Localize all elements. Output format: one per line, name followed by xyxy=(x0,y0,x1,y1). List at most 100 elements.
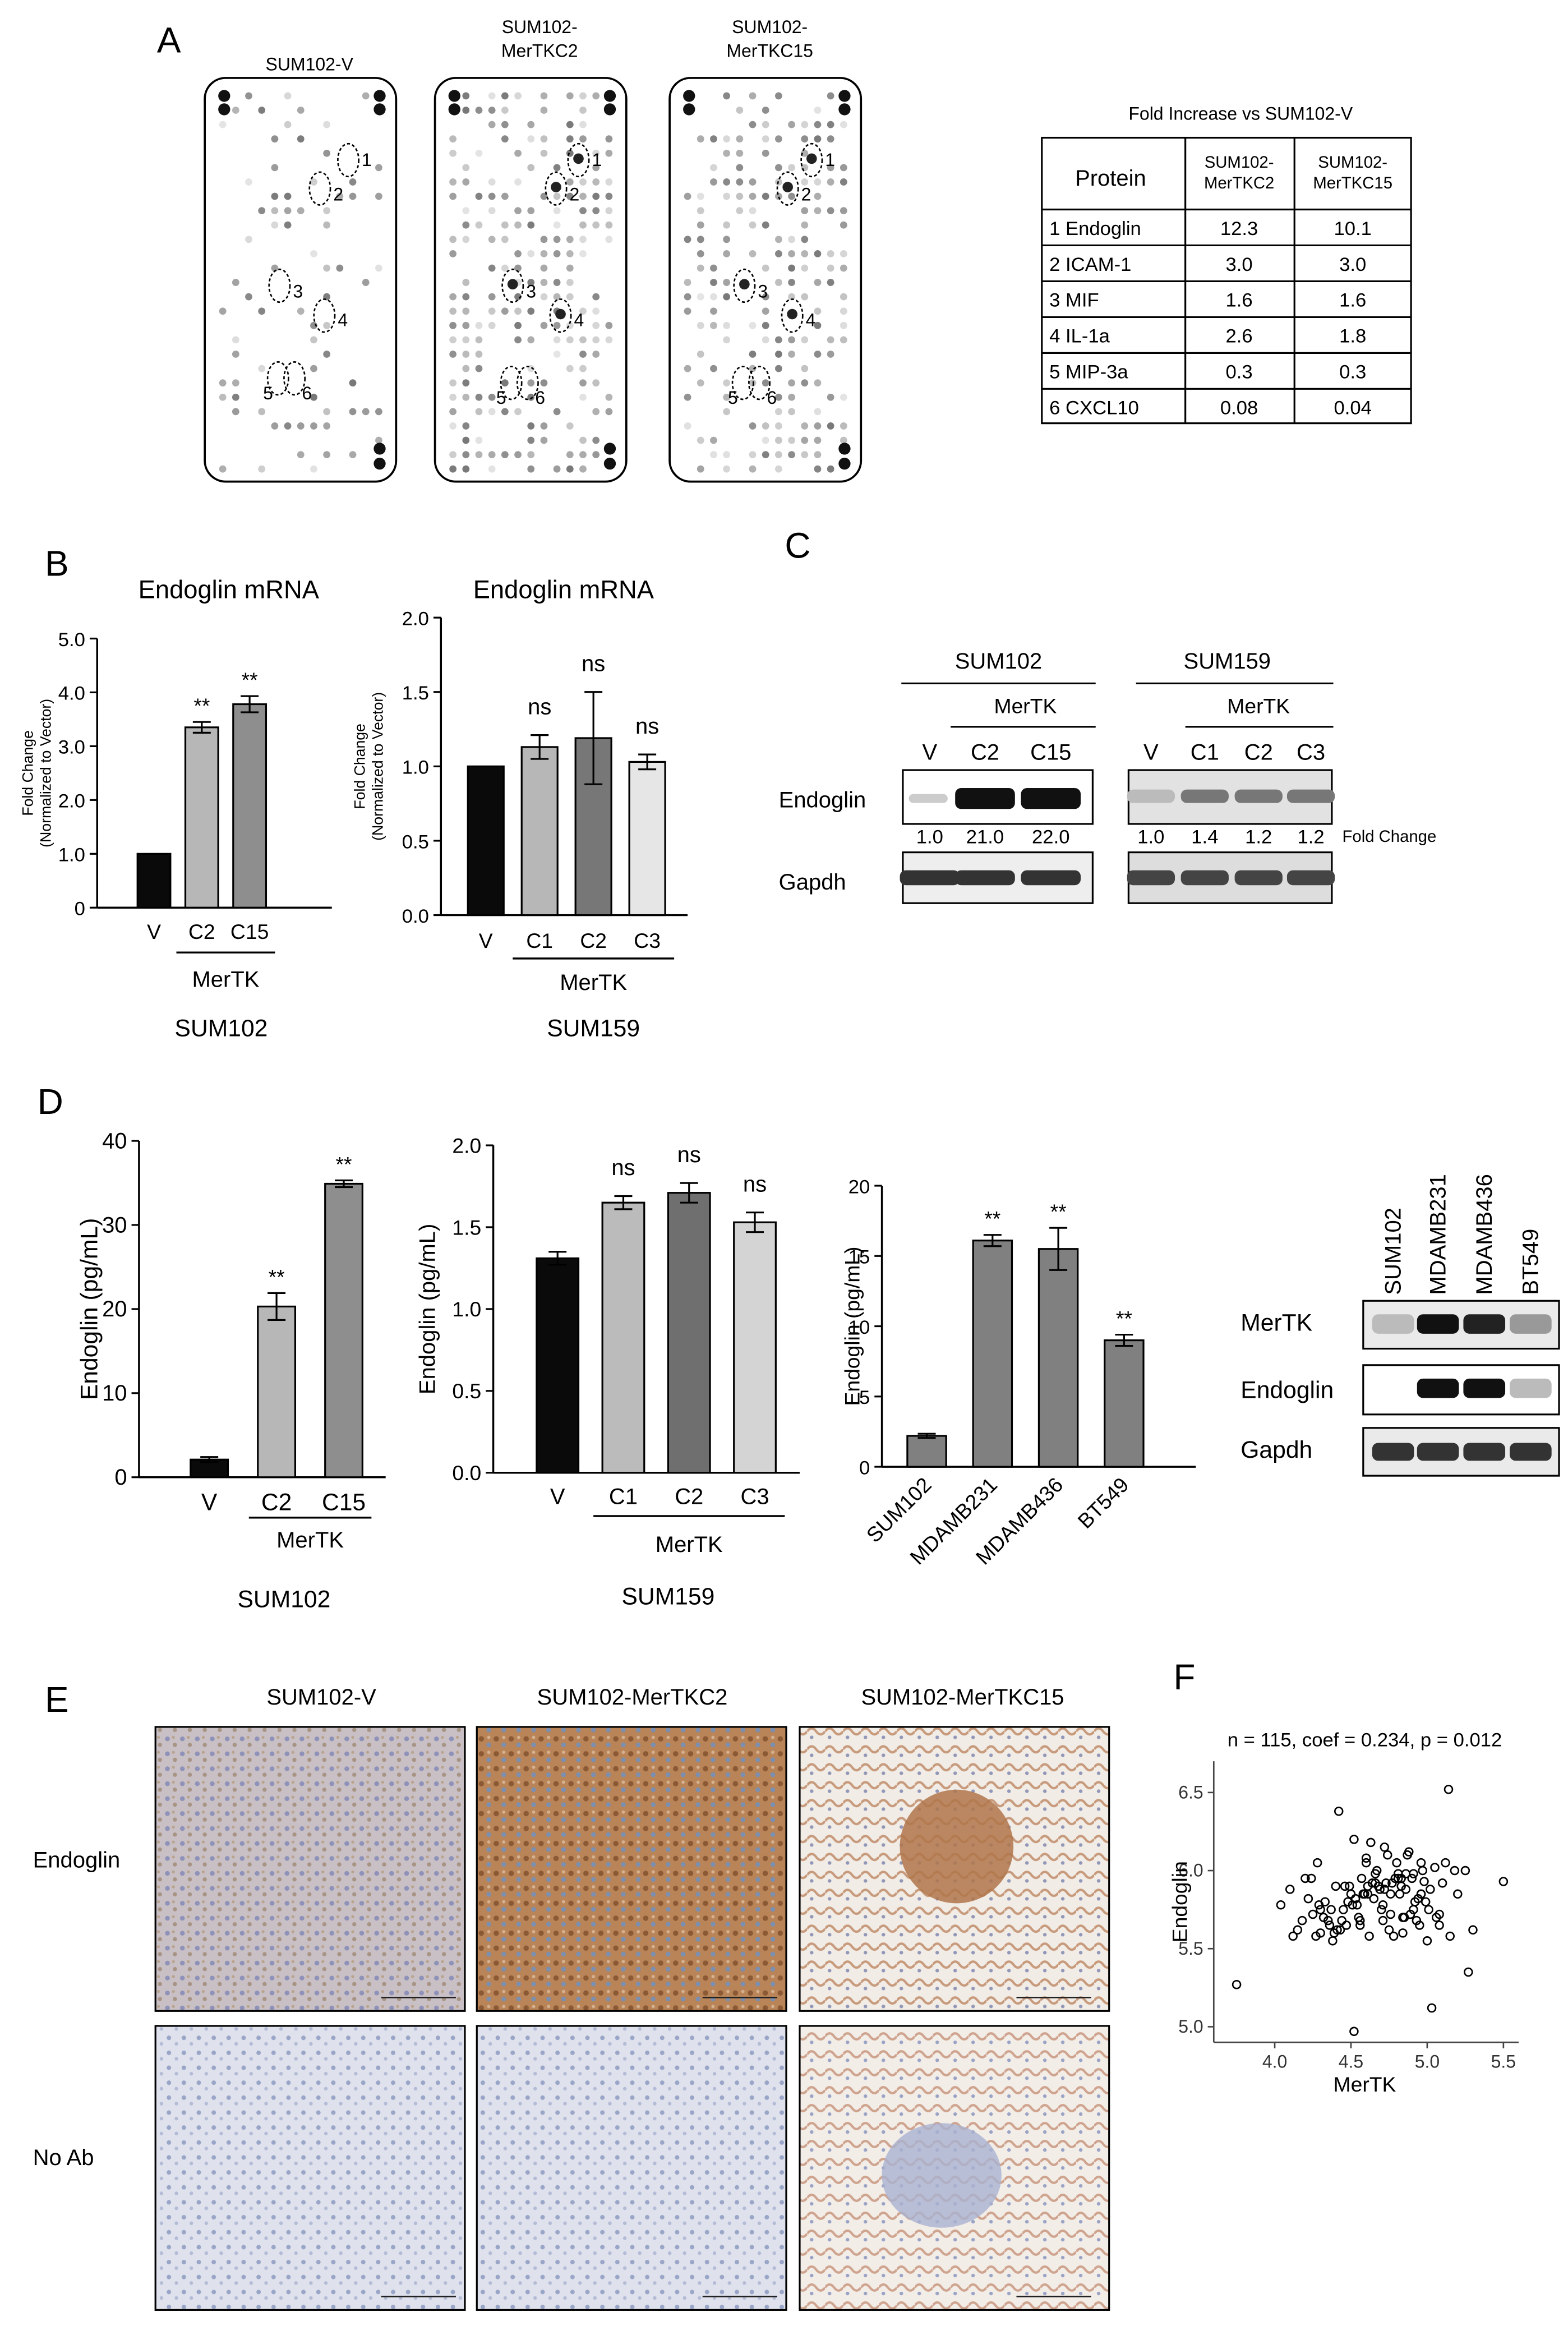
band-gapdh xyxy=(1021,870,1081,886)
y-axis-label: Endoglin (pg/mL) xyxy=(76,1218,103,1401)
blot-d: SUM102 MDAMB231 MDAMB436 BT549 MerTK Endogl… xyxy=(1240,1174,1560,1477)
scatter-point xyxy=(1369,1894,1379,1904)
array-spot xyxy=(775,465,782,473)
y-tick-label: 5 xyxy=(859,1387,870,1408)
array-spot xyxy=(605,207,613,215)
bar xyxy=(257,1305,297,1479)
bar xyxy=(628,761,666,916)
array-spot xyxy=(749,465,757,473)
array-spot xyxy=(527,207,535,215)
scatter-point xyxy=(1371,1869,1380,1878)
blot-c-title-sum159: SUM159 xyxy=(1184,649,1271,674)
array-spot xyxy=(553,236,561,243)
array-spot xyxy=(579,121,587,128)
scatter-point xyxy=(1464,1967,1473,1977)
array-spot xyxy=(710,365,717,372)
chart-b-sum102-mrna: Endoglin mRNA Fold Change (Normalized to V… xyxy=(20,575,332,1042)
scatter-point xyxy=(1331,1881,1341,1891)
array-spot xyxy=(488,321,496,329)
y-tick-label: 3.0 xyxy=(58,737,85,758)
array-spot xyxy=(775,164,782,172)
array-spot xyxy=(514,307,522,315)
scatter-point xyxy=(1345,1881,1354,1891)
scatter-point xyxy=(1445,1931,1455,1941)
array-spot xyxy=(762,336,769,344)
array-spot xyxy=(684,279,691,286)
array-spot xyxy=(605,221,613,229)
y-axis-label-line: (Normalized to Vector) xyxy=(38,699,54,848)
array-spot xyxy=(310,365,317,372)
band-endoglin xyxy=(908,794,948,803)
y-axis-label: Fold Change (Normalized to Vector) xyxy=(351,692,386,841)
array-spot xyxy=(840,293,847,301)
significance-label: ** xyxy=(193,694,210,717)
table-cell-protein: 2 ICAM-1 xyxy=(1049,254,1131,275)
reference-spot xyxy=(373,103,386,116)
x-tick-label: 5.5 xyxy=(1491,2052,1516,2072)
array-spot xyxy=(801,135,809,143)
array-spot xyxy=(814,321,822,329)
array-spot xyxy=(801,379,809,387)
bar xyxy=(136,853,172,909)
array-spot xyxy=(592,408,600,416)
y-tick-label: 1.5 xyxy=(402,683,429,704)
array-spot xyxy=(462,393,470,401)
y-tick-label: 0.0 xyxy=(452,1461,481,1485)
array-spot xyxy=(488,121,496,128)
spot-label: 5 xyxy=(728,388,738,408)
array-spot xyxy=(284,121,292,128)
array-spot xyxy=(297,207,305,215)
array-spot xyxy=(749,178,757,186)
table-header-c2: SUM102-MerTKC2 xyxy=(1204,153,1274,192)
band-endoglin xyxy=(1021,787,1081,809)
spot-label: 2 xyxy=(333,184,343,204)
array-spot xyxy=(323,121,331,128)
array-spot xyxy=(540,279,548,286)
array-spot xyxy=(788,393,795,401)
scatter-point xyxy=(1339,1905,1348,1914)
array-spot xyxy=(827,264,834,272)
array-spot xyxy=(527,393,535,401)
y-tick-label: 6.0 xyxy=(1178,1860,1203,1881)
reference-spot xyxy=(838,90,851,102)
array-spot xyxy=(323,321,331,329)
band-gapdh xyxy=(1510,1443,1552,1461)
spot-circle xyxy=(500,366,523,400)
array-spot xyxy=(710,293,717,301)
array-spot xyxy=(579,107,587,114)
array-spot xyxy=(566,264,574,272)
panel-label-e: E xyxy=(45,1679,69,1720)
fold-change-value: 1.2 xyxy=(1245,827,1272,848)
array-spot xyxy=(462,221,470,229)
band-endoglin xyxy=(1234,789,1283,803)
scatter-point xyxy=(1276,1900,1286,1910)
table-cell-c2: 1.6 xyxy=(1226,290,1253,311)
scatter-point xyxy=(1404,1847,1414,1857)
array-spot xyxy=(527,121,535,128)
array-spot xyxy=(762,107,769,114)
panel-label-a: A xyxy=(157,20,181,61)
array-spot xyxy=(449,465,457,473)
array-spot xyxy=(566,422,574,430)
x-tick-label: C2 xyxy=(580,929,607,952)
array-spot xyxy=(462,92,470,100)
array-spot xyxy=(449,250,457,257)
array-spot xyxy=(788,336,795,344)
ihc-image-c2-noab xyxy=(476,2025,787,2311)
array-spot xyxy=(801,207,809,215)
array-spot xyxy=(736,107,744,114)
band-mertk xyxy=(1372,1314,1414,1334)
array-spot xyxy=(697,465,704,473)
array-spot xyxy=(749,192,757,200)
array-spot xyxy=(271,135,279,143)
array-spot xyxy=(488,465,496,473)
array-spot xyxy=(553,221,561,229)
scatter-point xyxy=(1401,1869,1411,1878)
table-cell-c15: 0.04 xyxy=(1334,398,1371,419)
panel-c: C SUM102 MerTK SUM159 MerTK Endoglin Gap… xyxy=(779,526,1436,904)
array-spot xyxy=(540,236,548,243)
bar xyxy=(467,765,505,916)
band-endoglin xyxy=(1286,789,1335,803)
array-spot xyxy=(566,279,574,286)
array-spot xyxy=(801,250,809,257)
